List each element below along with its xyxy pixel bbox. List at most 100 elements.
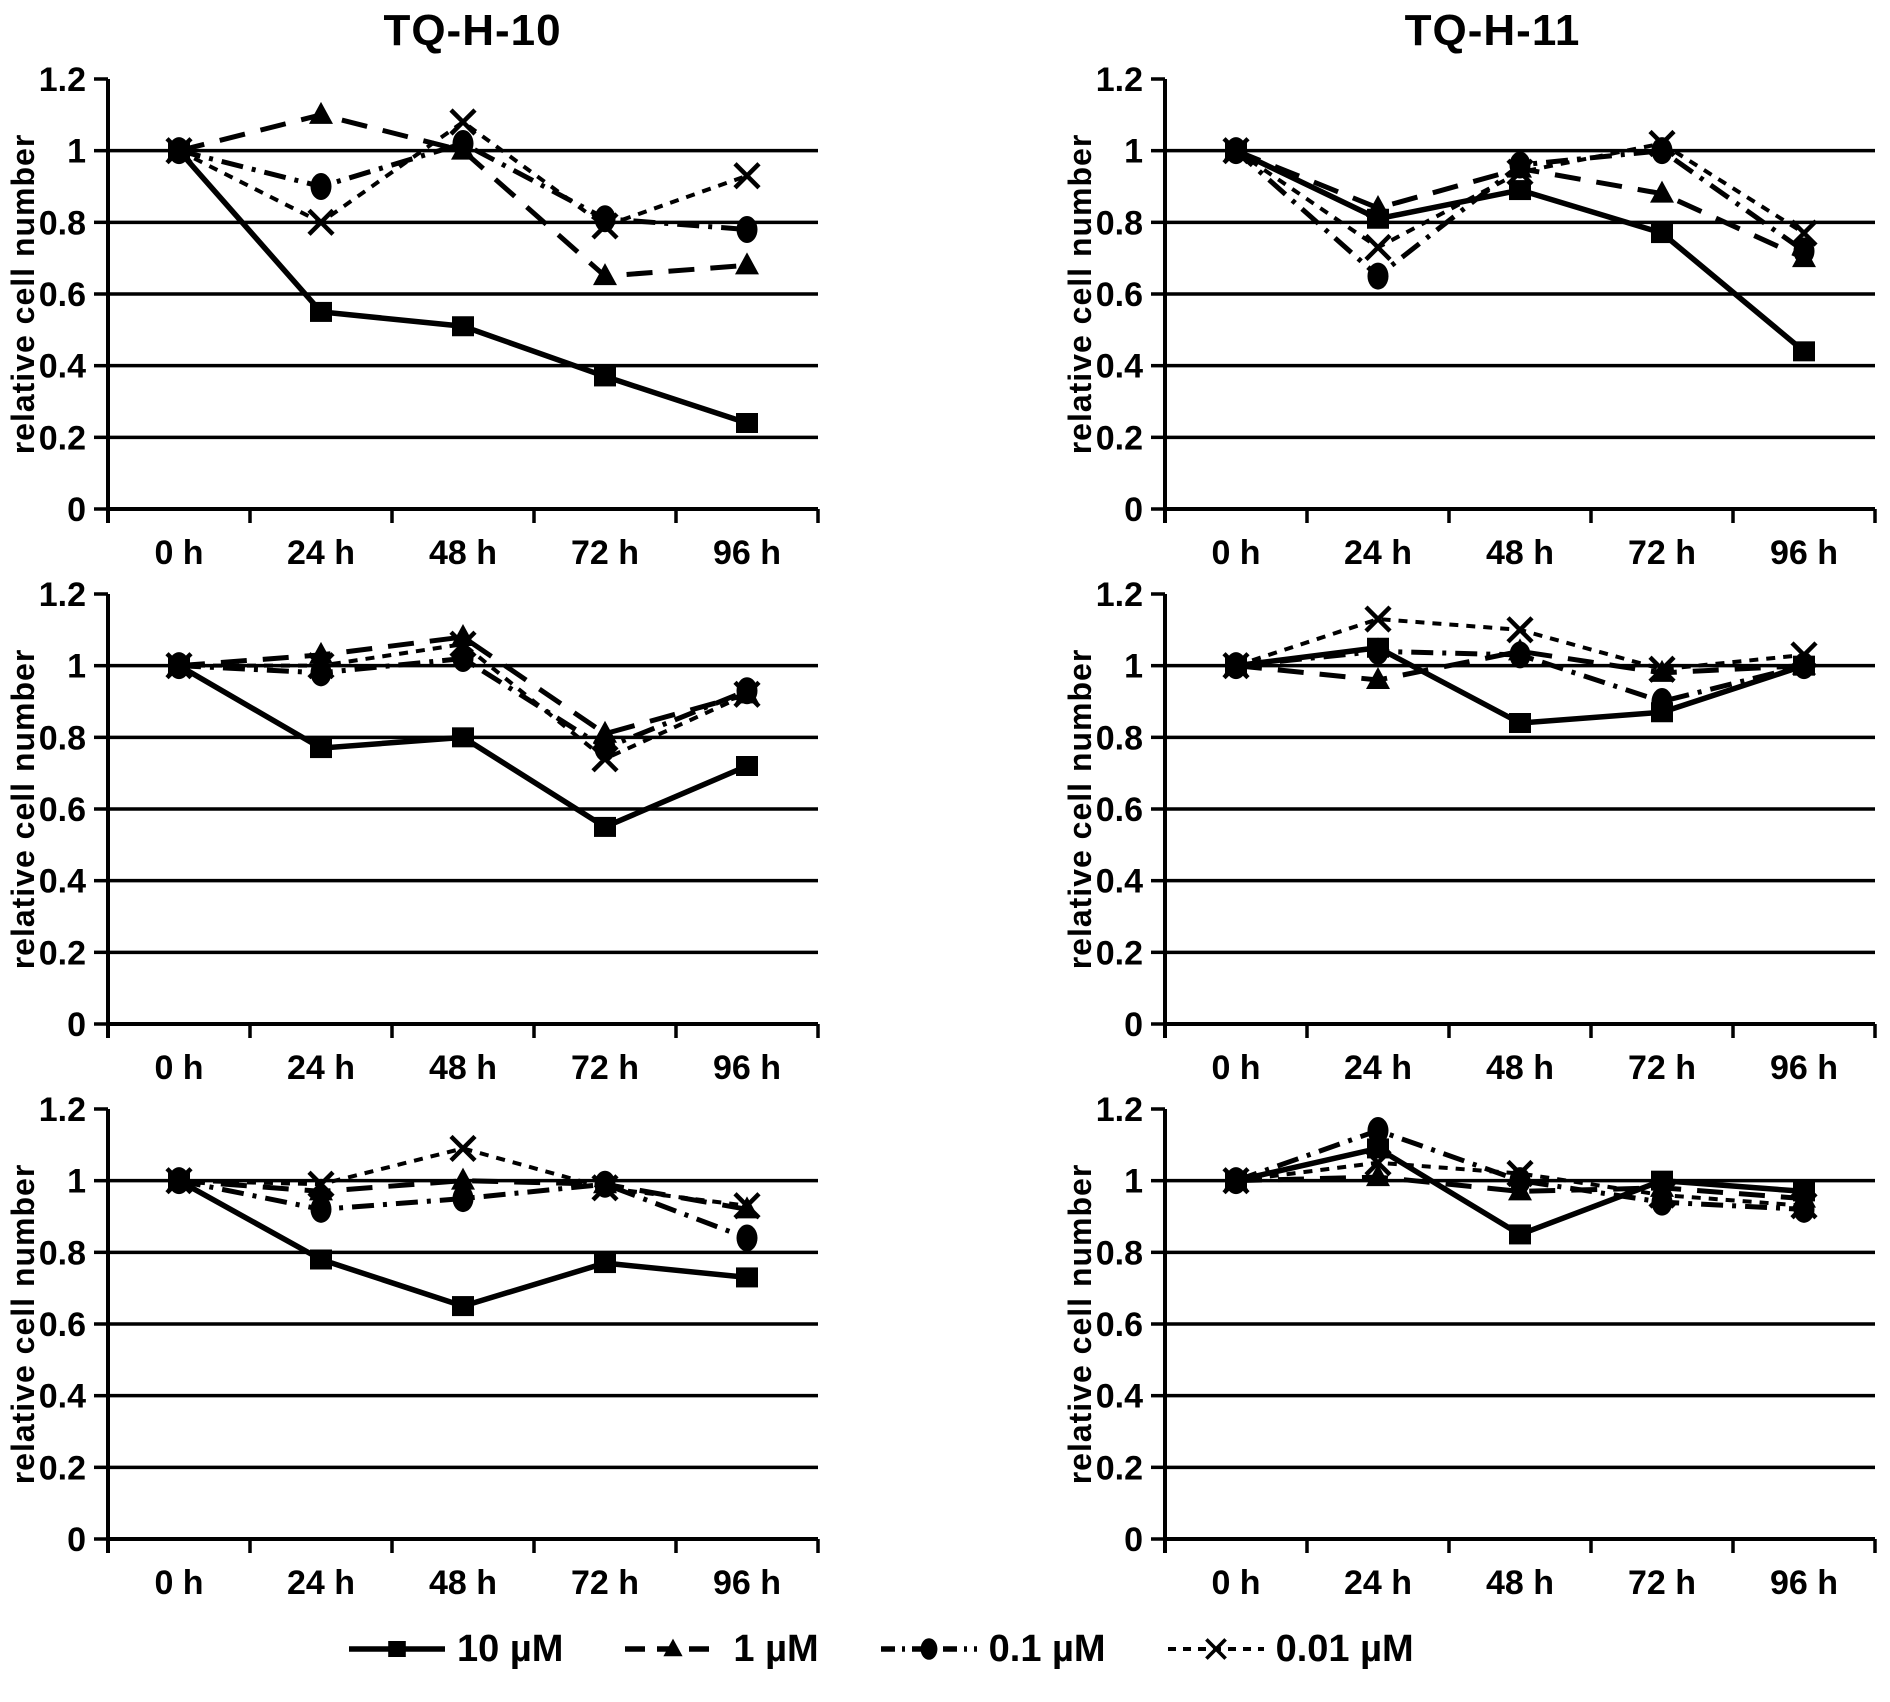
x-tick-label: 48 h — [429, 1049, 497, 1084]
x-tick-label: 0 h — [1211, 534, 1260, 569]
y-tick-label: 1 — [67, 1163, 86, 1201]
square-marker-icon — [452, 727, 474, 748]
y-tick-label: 0.2 — [39, 1449, 86, 1487]
y-tick-label: 1 — [1124, 133, 1143, 171]
x-tick-label: 48 h — [429, 534, 497, 569]
square-marker-icon — [310, 1249, 332, 1270]
x-tick-label: 0 h — [154, 1564, 203, 1599]
x-tick-label: 48 h — [1486, 534, 1554, 569]
x-tick-label: 0 h — [154, 1049, 203, 1084]
series-line-x — [178, 1146, 748, 1208]
y-tick-label: 0.6 — [1096, 1306, 1143, 1344]
y-tick-label: 0.4 — [1096, 348, 1143, 386]
series-line-square — [176, 148, 748, 426]
y-tick-label: 1.2 — [1096, 64, 1143, 99]
series-line-triangle — [178, 634, 748, 737]
square-marker-icon — [736, 1267, 758, 1288]
y-tick-label: 0.2 — [1096, 934, 1143, 972]
chart-tqh10-row2-plot: 0 0.2 0.4 0.6 0.8 1 1.2 0 h 24 h 48 h 72 h 96 h rela… — [8, 579, 820, 1084]
y-tick-label: 0.8 — [1096, 1234, 1143, 1272]
x-tick-label: 48 h — [1486, 1564, 1554, 1599]
chart-tqh10-row1-plot: 0 0.2 0.4 0.6 0.8 1 1.2 0 h 24 h 48 h 72 h 96 h rela… — [8, 64, 820, 569]
square-marker-icon — [736, 413, 758, 433]
x-marker-icon — [591, 1174, 619, 1202]
y-axis-label: relative cell number — [8, 1164, 41, 1485]
legend-label: 0.01 µM — [1275, 1627, 1414, 1670]
y-tick-label: 0.4 — [1096, 1378, 1143, 1416]
y-tick-label: 1 — [1124, 1163, 1143, 1201]
series-line-triangle — [1235, 648, 1805, 683]
x-tick-label: 96 h — [713, 1564, 781, 1599]
series-line-x — [178, 119, 748, 229]
legend-item-10MuM: 10 µM — [345, 1627, 563, 1671]
square-marker-icon — [310, 301, 332, 322]
y-tick-label: 0.8 — [39, 204, 86, 242]
chart-tqh11-row3-plot: 0 0.2 0.4 0.6 0.8 1 1.2 0 h 24 h 48 h 72 h 96 h rela… — [1065, 1094, 1877, 1599]
square-marker-icon — [452, 316, 474, 337]
square-marker-icon — [349, 1641, 445, 1657]
chart-panel-tqh10-row3: 0 0.2 0.4 0.6 0.8 1 1.2 0 h 24 h 48 h 72 h 96 h rela… — [0, 1088, 945, 1603]
x-marker-icon — [1506, 158, 1534, 186]
y-axis-label: relative cell number — [1065, 134, 1098, 455]
legend: 10 µM 1 µM 0.1 µM 0.01 µM — [0, 1603, 1890, 1695]
triangle-marker-icon — [735, 252, 759, 275]
y-tick-label: 0.6 — [39, 791, 86, 829]
chart-tqh10-row3-plot: 0 0.2 0.4 0.6 0.8 1 1.2 0 h 24 h 48 h 72 h 96 h rela… — [8, 1094, 820, 1599]
y-tick-label: 0.4 — [39, 863, 86, 901]
x-marker-icon — [307, 652, 335, 680]
x-marker-icon — [1506, 1159, 1534, 1188]
x-tick-label: 24 h — [287, 1564, 355, 1599]
x-tick-label: 24 h — [1344, 534, 1412, 569]
x-tick-label: 0 h — [154, 534, 203, 569]
y-tick-label: 0 — [67, 491, 86, 529]
legend-label: 1 µM — [733, 1627, 819, 1670]
square-marker-icon — [1509, 1224, 1531, 1245]
circle-marker-icon — [1509, 641, 1531, 669]
x-marker-icon — [733, 680, 761, 708]
y-axis-label: relative cell number — [1065, 1164, 1098, 1485]
x-tick-label: 72 h — [1628, 1049, 1696, 1084]
circle-marker-icon — [1651, 1188, 1673, 1216]
square-marker-icon — [1793, 341, 1815, 362]
y-tick-label: 0 — [67, 1521, 86, 1559]
x-marker-icon — [1364, 1149, 1392, 1177]
series-line-circle — [178, 140, 748, 232]
y-tick-label: 1.2 — [1096, 579, 1143, 614]
y-tick-label: 0.6 — [39, 1306, 86, 1344]
circle-marker-icon — [1651, 137, 1673, 165]
x-marker-icon — [1648, 129, 1676, 158]
y-tick-label: 0.6 — [1096, 276, 1143, 314]
circle-marker-icon — [1367, 637, 1389, 665]
series-line-circle — [178, 1178, 748, 1241]
y-tick-label: 0 — [1124, 1006, 1143, 1044]
x-marker-icon — [1648, 655, 1676, 683]
square-marker-icon — [452, 1296, 474, 1317]
triangle-marker-icon — [309, 101, 333, 124]
circle-marker-icon — [1509, 151, 1531, 179]
circle-marker-icon — [1651, 688, 1673, 715]
y-tick-label: 0.4 — [1096, 863, 1143, 901]
y-tick-label: 1 — [67, 648, 86, 686]
y-tick-label: 0.8 — [39, 719, 86, 757]
x-tick-label: 96 h — [1770, 1564, 1838, 1599]
x-tick-label: 72 h — [1628, 534, 1696, 569]
circle-marker-icon — [880, 1638, 977, 1660]
x-marker-icon — [165, 652, 193, 680]
y-tick-label: 0.8 — [39, 1234, 86, 1272]
x-marker-icon — [1222, 137, 1250, 165]
square-marker-icon — [594, 816, 616, 837]
circle-marker-icon — [1367, 1117, 1389, 1144]
x-marker-icon — [307, 208, 335, 236]
series-line-x — [1235, 1160, 1805, 1208]
x-marker-icon — [449, 108, 477, 136]
chart-panel-tqh11-row1: 0 0.2 0.4 0.6 0.8 1 1.2 0 h 24 h 48 h 72 h 96 h rela… — [945, 58, 1890, 573]
x-marker-icon — [733, 162, 761, 190]
square-marker-icon — [388, 1641, 406, 1657]
circle-marker-icon — [310, 173, 332, 200]
y-tick-label: 0.8 — [1096, 719, 1143, 757]
x-marker-icon — [1364, 605, 1392, 633]
x-marker-icon — [307, 1170, 335, 1198]
y-tick-label: 1.2 — [39, 1094, 86, 1129]
square-marker-icon — [1509, 180, 1531, 201]
